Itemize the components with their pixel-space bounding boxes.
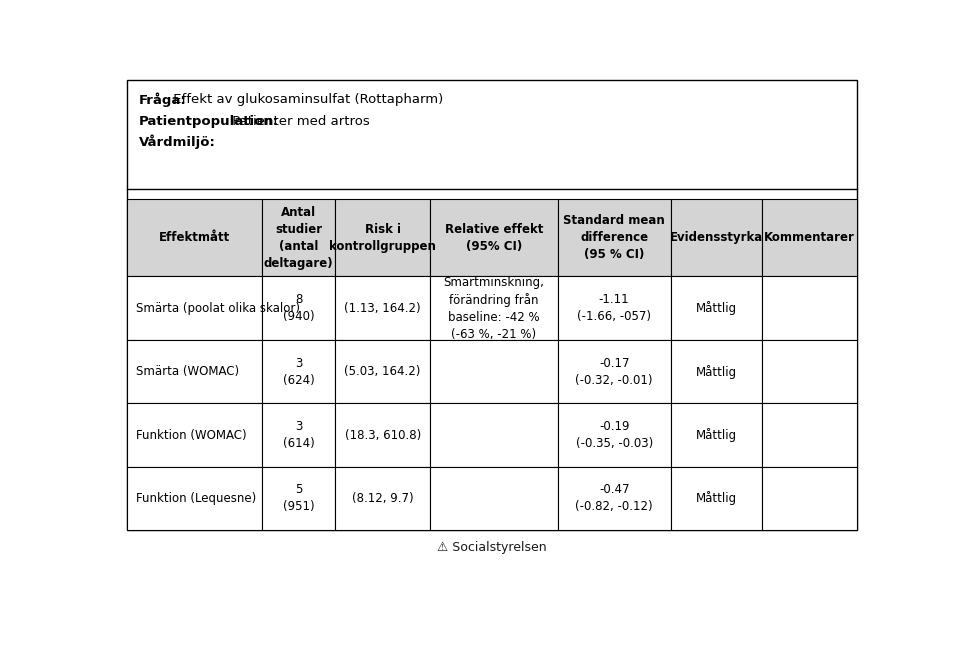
Text: 5
(951): 5 (951) [283,483,315,514]
Bar [430,467,558,530]
Bar [262,200,335,276]
Text: ⚠ Socialstyrelsen: ⚠ Socialstyrelsen [437,541,547,554]
Bar [335,200,430,276]
Text: Patienter med artros: Patienter med artros [228,115,370,128]
Text: Vårdmiljö:: Vårdmiljö: [138,135,215,149]
Text: Evidensstyrka: Evidensstyrka [669,231,763,244]
Bar [262,340,335,403]
Bar [128,200,262,276]
Bar [558,200,671,276]
Bar [671,340,762,403]
Bar [430,340,558,403]
Bar [430,276,558,340]
Text: 3
(624): 3 (624) [283,357,315,386]
Text: -0.19
(-0.35, -0.03): -0.19 (-0.35, -0.03) [575,420,653,450]
Bar [262,467,335,530]
Bar [671,276,762,340]
Bar [128,276,262,340]
Bar [128,403,262,467]
Text: -0.47
(-0.82, -0.12): -0.47 (-0.82, -0.12) [575,483,653,514]
Bar [762,340,856,403]
Bar [671,200,762,276]
Text: Funktion (Lequesne): Funktion (Lequesne) [136,492,256,505]
Text: Smärta (poolat olika skalor): Smärta (poolat olika skalor) [136,302,300,315]
Text: Antal
studier
(antal
deltagare): Antal studier (antal deltagare) [264,206,333,270]
Text: Kommentarer: Kommentarer [764,231,854,244]
Text: Måttlig: Måttlig [696,428,736,442]
Bar [335,340,430,403]
Bar [558,340,671,403]
Text: Funktion (WOMAC): Funktion (WOMAC) [136,428,247,441]
Text: Risk i
kontrollgruppen: Risk i kontrollgruppen [329,223,436,253]
Text: Patientpopulation:: Patientpopulation: [138,115,278,128]
Text: -1.11
(-1.66, -057): -1.11 (-1.66, -057) [577,293,651,323]
Text: (8.12, 9.7): (8.12, 9.7) [351,492,414,505]
Bar [262,403,335,467]
Text: Relative effekt
(95% CI): Relative effekt (95% CI) [444,223,543,253]
Bar [762,467,856,530]
Bar [558,276,671,340]
Text: (5.03, 164.2): (5.03, 164.2) [345,365,420,378]
Text: Måttlig: Måttlig [696,492,736,505]
Text: Effekt av glukosaminsulfat (Rottapharm): Effekt av glukosaminsulfat (Rottapharm) [169,94,443,107]
Bar [430,403,558,467]
Bar [558,403,671,467]
Text: 3
(614): 3 (614) [283,420,315,450]
Bar [762,403,856,467]
Bar [671,467,762,530]
Bar [671,403,762,467]
Text: Måttlig: Måttlig [696,364,736,379]
Text: Smärta (WOMAC): Smärta (WOMAC) [136,365,239,378]
Text: Smärtminskning,
förändring från
baseline: -42 %
(-63 %, -21 %): Smärtminskning, förändring från baseline… [444,276,544,341]
Bar [128,340,262,403]
Text: Effektmått: Effektmått [159,231,230,244]
Text: (18.3, 610.8): (18.3, 610.8) [345,428,420,441]
Bar [335,403,430,467]
Bar [335,467,430,530]
Text: Standard mean
difference
(95 % CI): Standard mean difference (95 % CI) [564,214,665,262]
Bar [335,276,430,340]
Bar [128,467,262,530]
Text: (1.13, 164.2): (1.13, 164.2) [345,302,420,315]
Bar [762,200,856,276]
Bar [262,276,335,340]
Text: -0.17
(-0.32, -0.01): -0.17 (-0.32, -0.01) [575,357,653,386]
Bar [558,467,671,530]
Text: Fråga:: Fråga: [138,92,186,107]
Bar [430,200,558,276]
Bar [762,276,856,340]
Text: 8
(940): 8 (940) [283,293,315,323]
Text: Måttlig: Måttlig [696,301,736,315]
